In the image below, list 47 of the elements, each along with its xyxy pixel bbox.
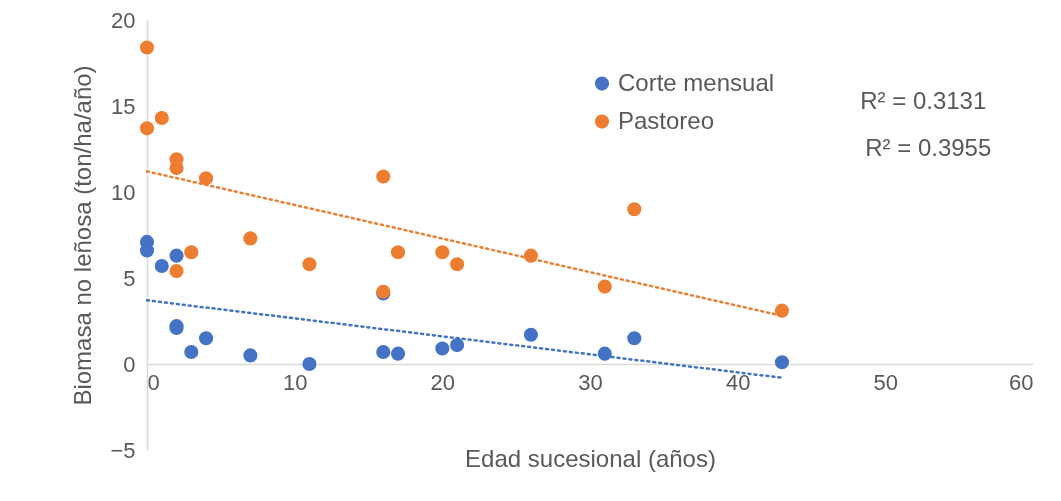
y-tick-label: −5 <box>110 437 136 463</box>
x-tick-label: 40 <box>725 369 751 395</box>
point <box>597 279 612 294</box>
x-tick-label: 30 <box>578 369 603 395</box>
y-tick-label: 15 <box>111 93 136 119</box>
y-tick-label: 20 <box>111 7 136 33</box>
point <box>184 344 199 360</box>
y-tick-label: 0 <box>123 351 136 377</box>
annotation: R² = 0.3131 <box>860 86 987 114</box>
point <box>302 257 317 272</box>
legend-label: Pastoreo <box>618 106 715 134</box>
point <box>774 355 790 370</box>
point <box>199 331 214 346</box>
point <box>435 245 450 260</box>
point <box>139 121 155 136</box>
x-tick-label: 20 <box>430 369 456 395</box>
point <box>154 110 169 126</box>
point <box>774 303 790 318</box>
point <box>139 40 155 55</box>
point <box>376 344 391 360</box>
point <box>184 245 199 260</box>
point <box>450 338 465 353</box>
annotation: R² = 0.3955 <box>865 133 992 161</box>
x-axis-title: Edad sucesional (años) <box>465 444 716 472</box>
point <box>169 264 184 279</box>
point <box>154 258 169 274</box>
point <box>523 327 538 342</box>
point <box>627 202 642 217</box>
point <box>390 346 406 361</box>
y-tick-label: 10 <box>111 179 136 205</box>
y-axis-title: Biomasa no leñosa (ton/ha/año) <box>69 65 97 406</box>
y-tick-label: 5 <box>123 265 136 291</box>
point <box>376 169 391 184</box>
legend-label: Corte mensual <box>618 68 775 96</box>
point <box>199 171 214 186</box>
point <box>302 356 317 372</box>
point <box>243 231 258 246</box>
point <box>169 248 184 263</box>
x-tick-label: 60 <box>1009 369 1034 395</box>
x-tick-label: 50 <box>873 369 899 395</box>
point <box>435 341 450 356</box>
point <box>243 348 258 363</box>
x-tick-label: 10 <box>282 369 308 395</box>
point <box>390 245 406 260</box>
point <box>627 331 642 346</box>
x-tick-label: 0 <box>147 369 160 395</box>
point <box>450 257 465 272</box>
